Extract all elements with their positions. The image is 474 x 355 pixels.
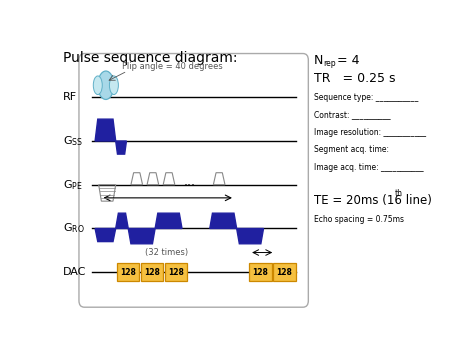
Text: ...: ... (184, 219, 196, 232)
FancyBboxPatch shape (117, 263, 139, 281)
Ellipse shape (109, 76, 118, 94)
Text: 128: 128 (168, 268, 184, 277)
FancyBboxPatch shape (141, 263, 163, 281)
Text: Echo spacing = 0.75ms: Echo spacing = 0.75ms (314, 215, 404, 224)
Polygon shape (128, 229, 155, 244)
Text: Image resolution: ___________: Image resolution: ___________ (314, 128, 426, 137)
Text: th: th (395, 189, 403, 198)
Text: 128: 128 (253, 268, 268, 277)
Polygon shape (95, 229, 116, 242)
FancyBboxPatch shape (249, 263, 272, 281)
Ellipse shape (93, 76, 102, 94)
Text: TE = 20ms (16: TE = 20ms (16 (314, 193, 401, 207)
Text: 128: 128 (277, 268, 292, 277)
Text: G$_{\mathrm{SS}}$: G$_{\mathrm{SS}}$ (63, 134, 83, 148)
FancyBboxPatch shape (273, 263, 296, 281)
Text: N: N (314, 54, 323, 67)
Text: TR   = 0.25 s: TR = 0.25 s (314, 72, 395, 85)
Text: (32 times): (32 times) (145, 248, 188, 257)
FancyBboxPatch shape (165, 263, 187, 281)
Text: Contrast: __________: Contrast: __________ (314, 110, 390, 119)
Text: DAC: DAC (63, 267, 86, 277)
Text: ...: ... (184, 175, 196, 188)
Text: Pulse sequence diagram:: Pulse sequence diagram: (63, 51, 237, 65)
Text: rep: rep (324, 59, 336, 68)
Text: Image acq. time: ___________: Image acq. time: ___________ (314, 163, 423, 172)
Polygon shape (95, 119, 116, 141)
Polygon shape (155, 213, 182, 229)
Text: Flip angle = 40 degrees: Flip angle = 40 degrees (122, 62, 223, 71)
Polygon shape (116, 213, 128, 229)
Ellipse shape (98, 71, 114, 99)
Text: G$_{\mathrm{PE}}$: G$_{\mathrm{PE}}$ (63, 178, 82, 192)
Text: line): line) (401, 193, 431, 207)
Polygon shape (237, 229, 264, 244)
Text: Sequence type: ___________: Sequence type: ___________ (314, 93, 418, 102)
Polygon shape (116, 141, 127, 154)
Text: G$_{\mathrm{RO}}$: G$_{\mathrm{RO}}$ (63, 222, 84, 235)
Text: Segment acq. time:: Segment acq. time: (314, 145, 389, 154)
Text: 128: 128 (144, 268, 160, 277)
Text: = 4: = 4 (333, 54, 360, 67)
Text: 128: 128 (120, 268, 136, 277)
Polygon shape (210, 213, 237, 229)
Text: RF: RF (63, 92, 77, 102)
